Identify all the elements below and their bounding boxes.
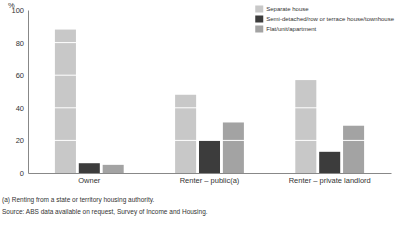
- y-axis-title: %: [8, 1, 15, 10]
- x-axis: Owner Renter – public(a) Renter – private …: [29, 173, 392, 185]
- bar: [319, 152, 340, 173]
- bar: [55, 30, 76, 173]
- tick-label: Renter – private landlord: [289, 176, 371, 185]
- bar: [79, 163, 100, 173]
- tick-label: 80: [16, 39, 24, 48]
- tick-label: 60: [16, 71, 24, 80]
- footnote: (a) Renting from a state or territory ho…: [2, 196, 155, 204]
- chart: 020406080100OwnerRenter – public(a)Rente…: [0, 0, 397, 227]
- tick: 20: [16, 136, 28, 145]
- tick-label: 40: [16, 104, 24, 113]
- y-axis: 020406080100: [11, 6, 28, 178]
- grid-line: [28, 42, 391, 43]
- plot-area: [28, 10, 391, 173]
- tick: 80: [16, 39, 28, 48]
- tick: Renter – private landlord: [289, 173, 371, 185]
- tick: Renter – public(a): [180, 173, 240, 185]
- bar: [199, 140, 220, 173]
- axis-line: [29, 173, 392, 174]
- bar: [175, 95, 196, 173]
- axis-line: [28, 11, 29, 174]
- legend-swatch: [255, 26, 263, 33]
- legend-label: Separate house: [266, 6, 309, 12]
- tick-label: 20: [16, 136, 24, 145]
- footnote: Source: ABS data available on request, S…: [2, 208, 208, 216]
- grid-line: [28, 140, 391, 141]
- bar: [343, 126, 364, 173]
- tick-label: 0: [20, 169, 24, 178]
- tick: 60: [16, 71, 28, 80]
- legend: Separate house Semi-detached/row or terra…: [255, 6, 394, 33]
- legend-swatch: [255, 6, 263, 13]
- tick: 0: [20, 169, 28, 178]
- bar: [223, 122, 244, 173]
- tick: Owner: [78, 173, 101, 185]
- grid-line: [28, 75, 391, 76]
- bar: [103, 165, 124, 173]
- tick-label: Owner: [78, 176, 101, 185]
- bar: [295, 80, 316, 173]
- tick-label: Renter – public(a): [180, 176, 240, 185]
- legend-label: Flat/unit/apartment: [266, 26, 316, 32]
- grid-line: [28, 10, 391, 11]
- legend-swatch: [255, 16, 263, 23]
- tick: 40: [16, 104, 28, 113]
- legend-label: Semi-detached/row or terrace house/townh…: [266, 16, 394, 22]
- grid-line: [28, 107, 391, 108]
